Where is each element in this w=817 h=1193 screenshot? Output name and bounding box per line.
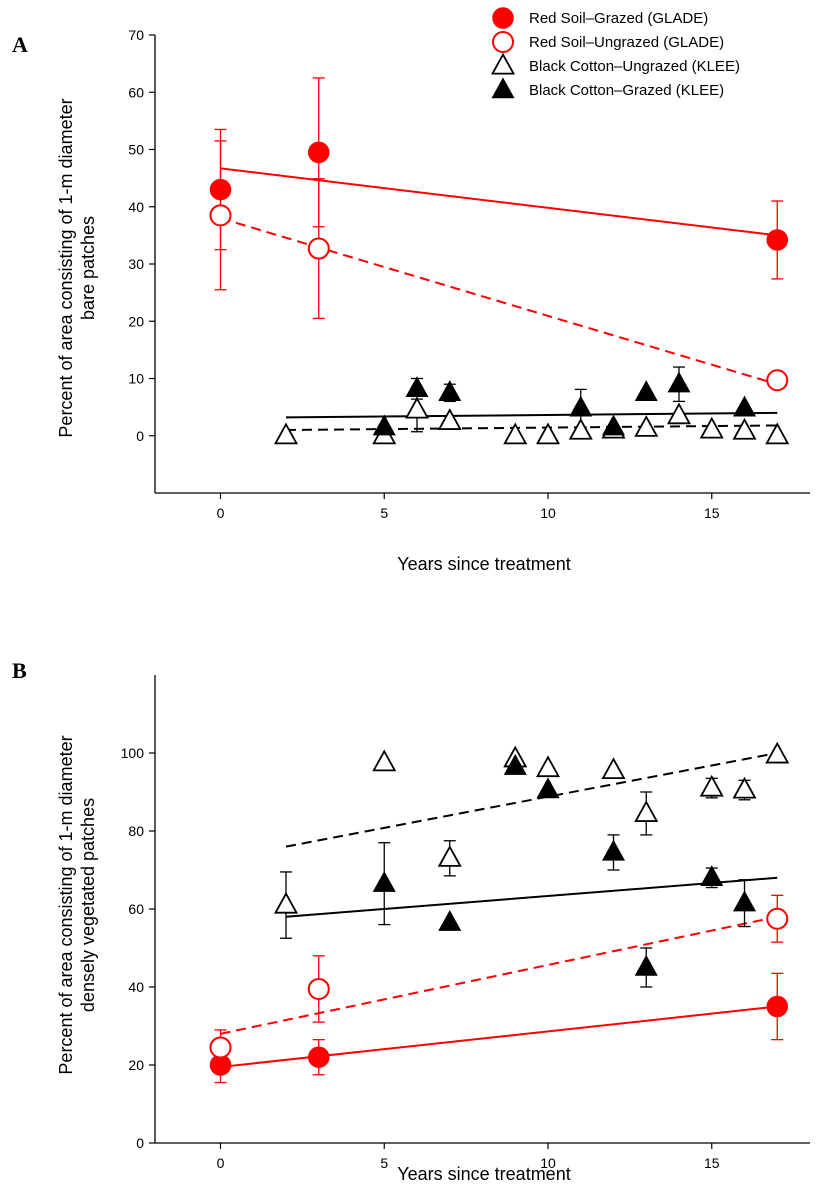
b-point-series2 — [273, 891, 299, 914]
panel-a-marks — [209, 77, 790, 445]
a-point-series2 — [404, 396, 430, 419]
a-point-series2 — [503, 422, 528, 445]
legend-marker-3 — [491, 77, 515, 99]
a-y-tick-label: 0 — [136, 428, 144, 444]
b-point-series2 — [372, 749, 397, 772]
b-point-series3 — [438, 910, 462, 931]
panel-a-axes: 0 10 20 30 40 50 60 70 0 5 10 15 — [128, 27, 810, 521]
b-x-tick-label: 15 — [704, 1155, 720, 1171]
panel-a-xlabel: Years since treatment — [397, 554, 570, 574]
b-point-series3 — [634, 954, 658, 976]
legend-marker-2 — [490, 52, 516, 75]
a-point-series2 — [568, 417, 593, 440]
b-x-tick-label: 10 — [540, 1155, 556, 1171]
legend-label-3: Black Cotton–Grazed (KLEE) — [529, 82, 724, 99]
legend-marker-0 — [492, 7, 514, 29]
a-x-tick-label: 5 — [380, 505, 388, 521]
a-point-series1 — [209, 204, 232, 227]
b-point-series3 — [503, 754, 527, 775]
panel-b-axes: 0 20 40 60 80 100 0 5 10 15 — [121, 675, 810, 1171]
panel-a: A 0 10 20 30 40 50 60 70 0 5 10 15 Percent of area … — [12, 7, 810, 574]
a-point-series3 — [634, 380, 658, 402]
a-point-series2 — [732, 417, 757, 440]
b-y-tick-label: 100 — [121, 745, 145, 761]
panel-a-letter: A — [12, 32, 28, 57]
a-point-series2 — [765, 422, 790, 445]
b-y-tick-label: 60 — [128, 901, 144, 917]
a-x-tick-label: 15 — [704, 505, 720, 521]
legend-marker-1 — [492, 31, 514, 53]
b-point-series2 — [535, 755, 561, 778]
b-point-series0 — [766, 995, 788, 1018]
b-point-series3 — [732, 890, 757, 912]
a-point-series2 — [437, 408, 462, 430]
b-y-tick-label: 20 — [128, 1057, 144, 1073]
a-point-series3 — [569, 395, 593, 417]
a-point-series2 — [666, 402, 692, 425]
panel-a-ylabel-line2: bare patches — [78, 216, 98, 320]
b-trend-line-3 — [285, 876, 778, 918]
panel-b-ylabel-line2: densely vegetated patches — [78, 798, 98, 1012]
a-trend-line-2 — [285, 424, 778, 432]
a-y-tick-label: 40 — [128, 199, 144, 215]
a-point-series3 — [601, 414, 626, 436]
b-point-series1 — [209, 1036, 232, 1059]
b-y-tick-label: 0 — [136, 1135, 144, 1151]
a-point-series3 — [372, 414, 396, 436]
a-y-tick-label: 60 — [128, 84, 144, 100]
panel-b-marks — [209, 741, 790, 1084]
panel-b: B 0 20 40 60 80 100 0 5 10 15 Percent of area con… — [12, 658, 810, 1184]
a-point-series3 — [405, 376, 429, 398]
b-point-series3 — [601, 839, 626, 861]
a-trend-line-3 — [285, 411, 778, 419]
a-point-series0 — [766, 229, 788, 251]
panel-b-ylabel-line1: Percent of area consisting of 1-m diamet… — [56, 735, 76, 1074]
b-point-series3 — [536, 777, 560, 799]
b-y-tick-label: 40 — [128, 979, 144, 995]
b-point-series2 — [601, 757, 626, 780]
legend: Red Soil–Grazed (GLADE) Red Soil–Ungrazed… — [490, 7, 740, 99]
legend-label-1: Red Soil–Ungrazed (GLADE) — [529, 34, 724, 51]
a-x-tick-label: 10 — [540, 505, 556, 521]
b-point-series3 — [700, 865, 724, 887]
legend-label-2: Black Cotton–Ungrazed (KLEE) — [529, 58, 740, 75]
a-point-series0 — [209, 178, 232, 201]
b-point-series2 — [437, 845, 462, 867]
a-point-series0 — [308, 141, 330, 164]
a-point-series3 — [438, 380, 462, 402]
a-trend-line-1 — [220, 217, 778, 386]
a-point-series3 — [732, 395, 757, 417]
a-y-tick-label: 30 — [128, 256, 144, 272]
a-y-tick-label: 20 — [128, 313, 144, 329]
a-point-series2 — [699, 416, 724, 439]
b-trend-line-2 — [285, 752, 778, 848]
b-point-series1 — [766, 907, 789, 930]
a-y-tick-label: 10 — [128, 371, 144, 387]
a-point-series3 — [667, 371, 691, 393]
b-point-series3 — [372, 871, 396, 892]
b-point-series2 — [732, 776, 757, 799]
a-trend-line-0 — [220, 167, 778, 237]
a-point-series2 — [535, 422, 561, 445]
a-x-tick-label: 0 — [217, 505, 225, 521]
panel-b-xlabel: Years since treatment — [397, 1164, 570, 1184]
b-point-series0 — [308, 1046, 330, 1068]
a-point-series2 — [634, 415, 659, 437]
a-point-series1 — [766, 369, 789, 392]
b-x-tick-label: 5 — [380, 1155, 388, 1171]
panel-b-letter: B — [12, 658, 27, 683]
b-point-series2 — [634, 800, 659, 822]
a-y-tick-label: 50 — [128, 142, 144, 158]
a-y-tick-label: 70 — [128, 27, 144, 43]
legend-label-0: Red Soil–Grazed (GLADE) — [529, 10, 708, 27]
a-point-series2 — [273, 422, 299, 445]
b-point-series1 — [307, 977, 330, 1000]
panel-a-ylabel-line1: Percent of area consisting of 1-m diamet… — [56, 98, 76, 437]
b-point-series2 — [699, 774, 724, 797]
b-y-tick-label: 80 — [128, 823, 144, 839]
b-point-series2 — [765, 741, 790, 764]
b-x-tick-label: 0 — [217, 1155, 225, 1171]
a-point-series1 — [307, 237, 330, 260]
